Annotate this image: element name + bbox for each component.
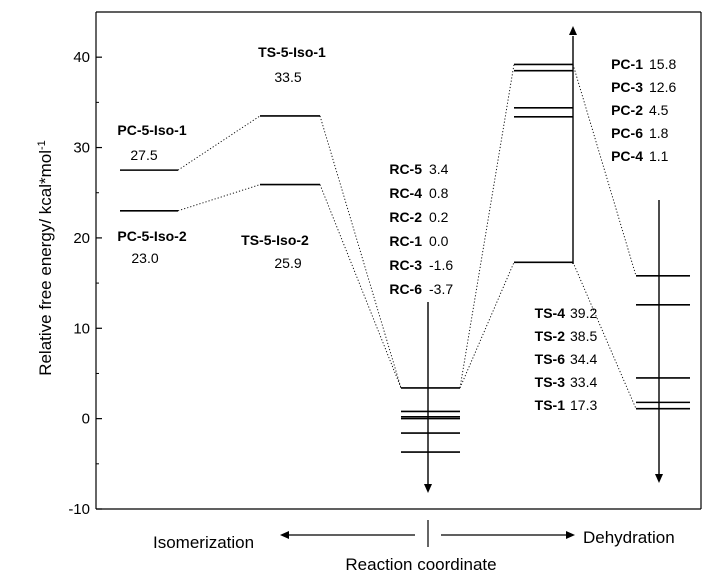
value-dehydration_ts: 34.4: [570, 351, 597, 367]
value-reactant_complexes: 0.0: [429, 233, 449, 249]
connector-rc-5-ts-1: [459, 262, 515, 389]
label-reactant_complexes: RC-4: [389, 185, 422, 201]
dehydration-label: Dehydration: [583, 528, 675, 547]
value-dehydration_ts: 38.5: [570, 328, 597, 344]
label-dehydration_products: PC-6: [611, 125, 643, 141]
label-ts-5-iso-1-name: TS-5-Iso-1: [258, 44, 326, 60]
connector-pc-5-iso-1-ts-5-iso-1: [177, 115, 261, 171]
connector-ts-5-iso-2-rc-5: [319, 184, 402, 389]
isomerization-label: Isomerization: [153, 533, 254, 552]
value-reactant_complexes: 3.4: [429, 161, 449, 177]
label-pc-5-iso-1-value: 27.5: [130, 147, 157, 163]
label-dehydration_ts: TS-6: [535, 351, 566, 367]
value-dehydration_ts: 17.3: [570, 397, 597, 413]
y-tick-label: 0: [82, 411, 90, 428]
label-ts-5-iso-1-value: 33.5: [274, 69, 301, 85]
y-tick-label: 20: [73, 230, 90, 247]
label-reactant_complexes: RC-2: [389, 209, 422, 225]
connector-lines: [177, 64, 637, 409]
label-dehydration_ts: TS-2: [535, 328, 566, 344]
connector-pc-5-iso-2-ts-5-iso-2: [177, 184, 261, 212]
label-dehydration_ts: TS-3: [535, 374, 566, 390]
value-dehydration_products: 4.5: [649, 102, 669, 118]
label-ts-5-iso-2-name: TS-5-Iso-2: [241, 232, 309, 248]
right-arrow-head: [566, 531, 575, 539]
rc-arrow-head: [424, 484, 432, 493]
pc-arrow-head: [655, 474, 663, 483]
left-arrow-head: [280, 531, 289, 539]
value-dehydration_products: 1.1: [649, 148, 669, 164]
y-tick-label: 10: [73, 320, 90, 337]
label-ts-5-iso-2-value: 25.9: [274, 255, 301, 271]
y-tick-label: 30: [73, 140, 90, 157]
label-reactant_complexes: RC-6: [389, 281, 422, 297]
label-reactant_complexes: RC-1: [389, 233, 422, 249]
value-dehydration_products: 15.8: [649, 56, 676, 72]
value-dehydration_ts: 39.2: [570, 305, 597, 321]
label-dehydration_ts: TS-4: [535, 305, 566, 321]
ts-arrow-head: [569, 26, 577, 35]
label-dehydration_products: PC-4: [611, 148, 643, 164]
y-tick-label: 40: [73, 49, 90, 66]
axes: -10 0 10 20 30 40: [68, 11, 702, 518]
level-labels: PC-5-Iso-1 27.5 PC-5-Iso-2 23.0 TS-5-Iso-1 33…: [117, 44, 676, 413]
arrows: [280, 26, 663, 547]
label-pc-5-iso-2-name: PC-5-Iso-2: [117, 228, 186, 244]
label-dehydration_products: PC-1: [611, 56, 643, 72]
label-dehydration_ts: TS-1: [535, 397, 566, 413]
energy-levels: [120, 63, 690, 453]
connector-rc-5-ts-4: [459, 64, 515, 388]
connector-ts-4-pc-1: [572, 64, 637, 276]
y-axis-label: Relative free energy/ kcal*mol-1: [36, 140, 55, 376]
value-reactant_complexes: 0.8: [429, 185, 449, 201]
label-dehydration_products: PC-2: [611, 102, 643, 118]
label-reactant_complexes: RC-5: [389, 161, 422, 177]
connector-ts-1-pc-4: [572, 262, 637, 409]
label-pc-5-iso-1-name: PC-5-Iso-1: [117, 122, 186, 138]
connector-ts-5-iso-1-rc-5: [319, 115, 402, 389]
value-reactant_complexes: -3.7: [429, 281, 453, 297]
x-axis-label: Reaction coordinate: [345, 555, 496, 574]
value-reactant_complexes: 0.2: [429, 209, 449, 225]
value-reactant_complexes: -1.6: [429, 257, 453, 273]
value-dehydration_products: 1.8: [649, 125, 669, 141]
label-pc-5-iso-2-value: 23.0: [131, 250, 158, 266]
value-dehydration_products: 12.6: [649, 79, 676, 95]
value-dehydration_ts: 33.4: [570, 374, 597, 390]
label-reactant_complexes: RC-3: [389, 257, 422, 273]
label-dehydration_products: PC-3: [611, 79, 643, 95]
y-tick-label: -10: [68, 501, 90, 518]
